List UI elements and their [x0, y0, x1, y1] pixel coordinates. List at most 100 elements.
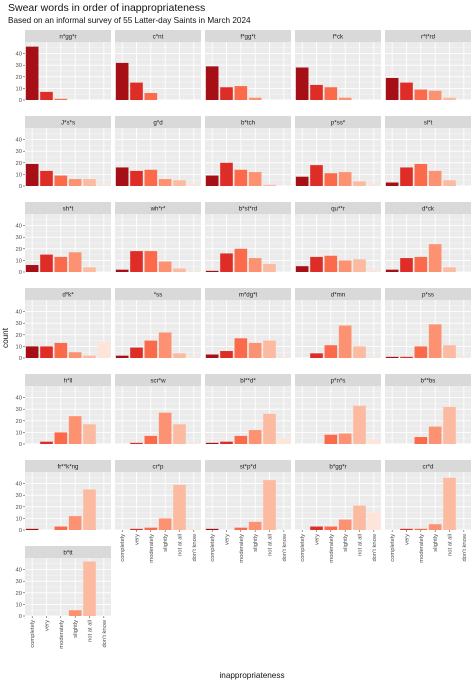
bar: [220, 87, 233, 100]
bar: [295, 67, 309, 100]
bar: [25, 163, 39, 186]
y-tick-label: 40: [16, 224, 22, 230]
bar: [367, 512, 381, 530]
bar: [173, 353, 186, 358]
bar: [428, 426, 442, 444]
facet-label: st*p*d: [240, 464, 257, 471]
bar: [248, 258, 262, 272]
bar: [324, 345, 338, 358]
bar: [68, 416, 82, 444]
bar: [234, 169, 248, 186]
bar: [385, 269, 399, 272]
bar: [324, 87, 338, 100]
y-tick-label: 40: [16, 396, 22, 402]
bar: [205, 354, 219, 358]
bar: [353, 405, 366, 444]
bar: [220, 351, 233, 358]
facet-label: b**bs: [421, 378, 436, 385]
bar: [367, 356, 381, 358]
facet-label: b*tt: [63, 550, 73, 557]
bar: [248, 430, 262, 444]
facet-strip: [25, 30, 111, 42]
bar: [234, 435, 248, 444]
bar: [25, 46, 39, 100]
facet-label: f*gg*t: [240, 34, 255, 41]
y-tick-label: 0: [19, 184, 22, 190]
y-tick-label: 20: [16, 591, 22, 597]
x-tick-label: very: [315, 534, 321, 545]
bar: [263, 413, 276, 444]
bar: [414, 528, 428, 530]
bar: [428, 170, 442, 186]
y-tick-label: 20: [16, 333, 22, 339]
bar: [310, 165, 323, 186]
bar: [68, 516, 82, 530]
facet-label: d*mn: [331, 292, 346, 299]
y-tick-label: 10: [16, 172, 22, 178]
facet-strip: [385, 202, 471, 214]
bar: [367, 269, 381, 272]
facet-label: p*ss: [422, 292, 434, 299]
x-tick-label: moderately: [419, 534, 425, 563]
bar: [205, 66, 219, 100]
bar: [97, 341, 111, 358]
facet-label: J*s*s: [61, 120, 75, 127]
facet-label: n*gg*r: [59, 34, 76, 41]
x-tick-label: completely: [30, 620, 36, 648]
bar: [158, 332, 172, 358]
bar: [54, 432, 68, 444]
bar: [310, 84, 323, 100]
bar: [338, 519, 352, 530]
facet-label: r*t*rd: [421, 34, 436, 41]
y-tick-label: 30: [16, 149, 22, 155]
y-tick-label: 20: [16, 505, 22, 511]
bar: [443, 345, 456, 358]
bar: [83, 424, 96, 444]
bar: [158, 412, 172, 444]
facet-label: p*n*s: [331, 378, 346, 385]
facet-strip: [295, 460, 381, 472]
y-tick-label: 0: [19, 356, 22, 362]
bar: [144, 251, 158, 272]
bar: [428, 324, 442, 358]
facet-strip: [205, 116, 291, 128]
y-tick-label: 0: [19, 614, 22, 620]
bar: [205, 442, 219, 444]
bar: [457, 356, 471, 358]
bar: [68, 252, 82, 272]
x-tick-label: completely: [300, 534, 306, 562]
y-tick-label: 10: [16, 258, 22, 264]
x-tick-label: slightly: [343, 534, 349, 552]
bar: [54, 175, 68, 186]
bar: [385, 77, 399, 100]
bar: [234, 86, 248, 100]
bar: [130, 347, 143, 358]
bar: [173, 484, 186, 530]
x-tick-label: very: [45, 620, 51, 631]
x-tick-label: don't know: [102, 619, 108, 647]
facet-label: fr**k*ng: [58, 464, 80, 471]
bar: [234, 248, 248, 272]
facet-strip: [385, 460, 471, 472]
x-tick-label: not at all: [88, 620, 94, 642]
bar: [220, 162, 233, 186]
x-tick-label: slightly: [253, 534, 259, 552]
bar: [158, 179, 172, 186]
bar: [428, 90, 442, 100]
y-tick-label: 0: [19, 98, 22, 104]
bar: [353, 259, 366, 272]
facet-label: b*tch: [241, 120, 256, 127]
bar: [310, 353, 323, 358]
bar: [324, 173, 338, 186]
facet-label: sh*t: [63, 206, 74, 213]
facet-strip: [25, 116, 111, 128]
bar: [115, 355, 129, 358]
facet-strip: [205, 202, 291, 214]
bar: [54, 98, 68, 100]
facet-strip: [205, 460, 291, 472]
y-tick-label: 40: [16, 138, 22, 144]
bar: [338, 97, 352, 100]
bar: [187, 442, 201, 444]
bar: [385, 182, 399, 186]
